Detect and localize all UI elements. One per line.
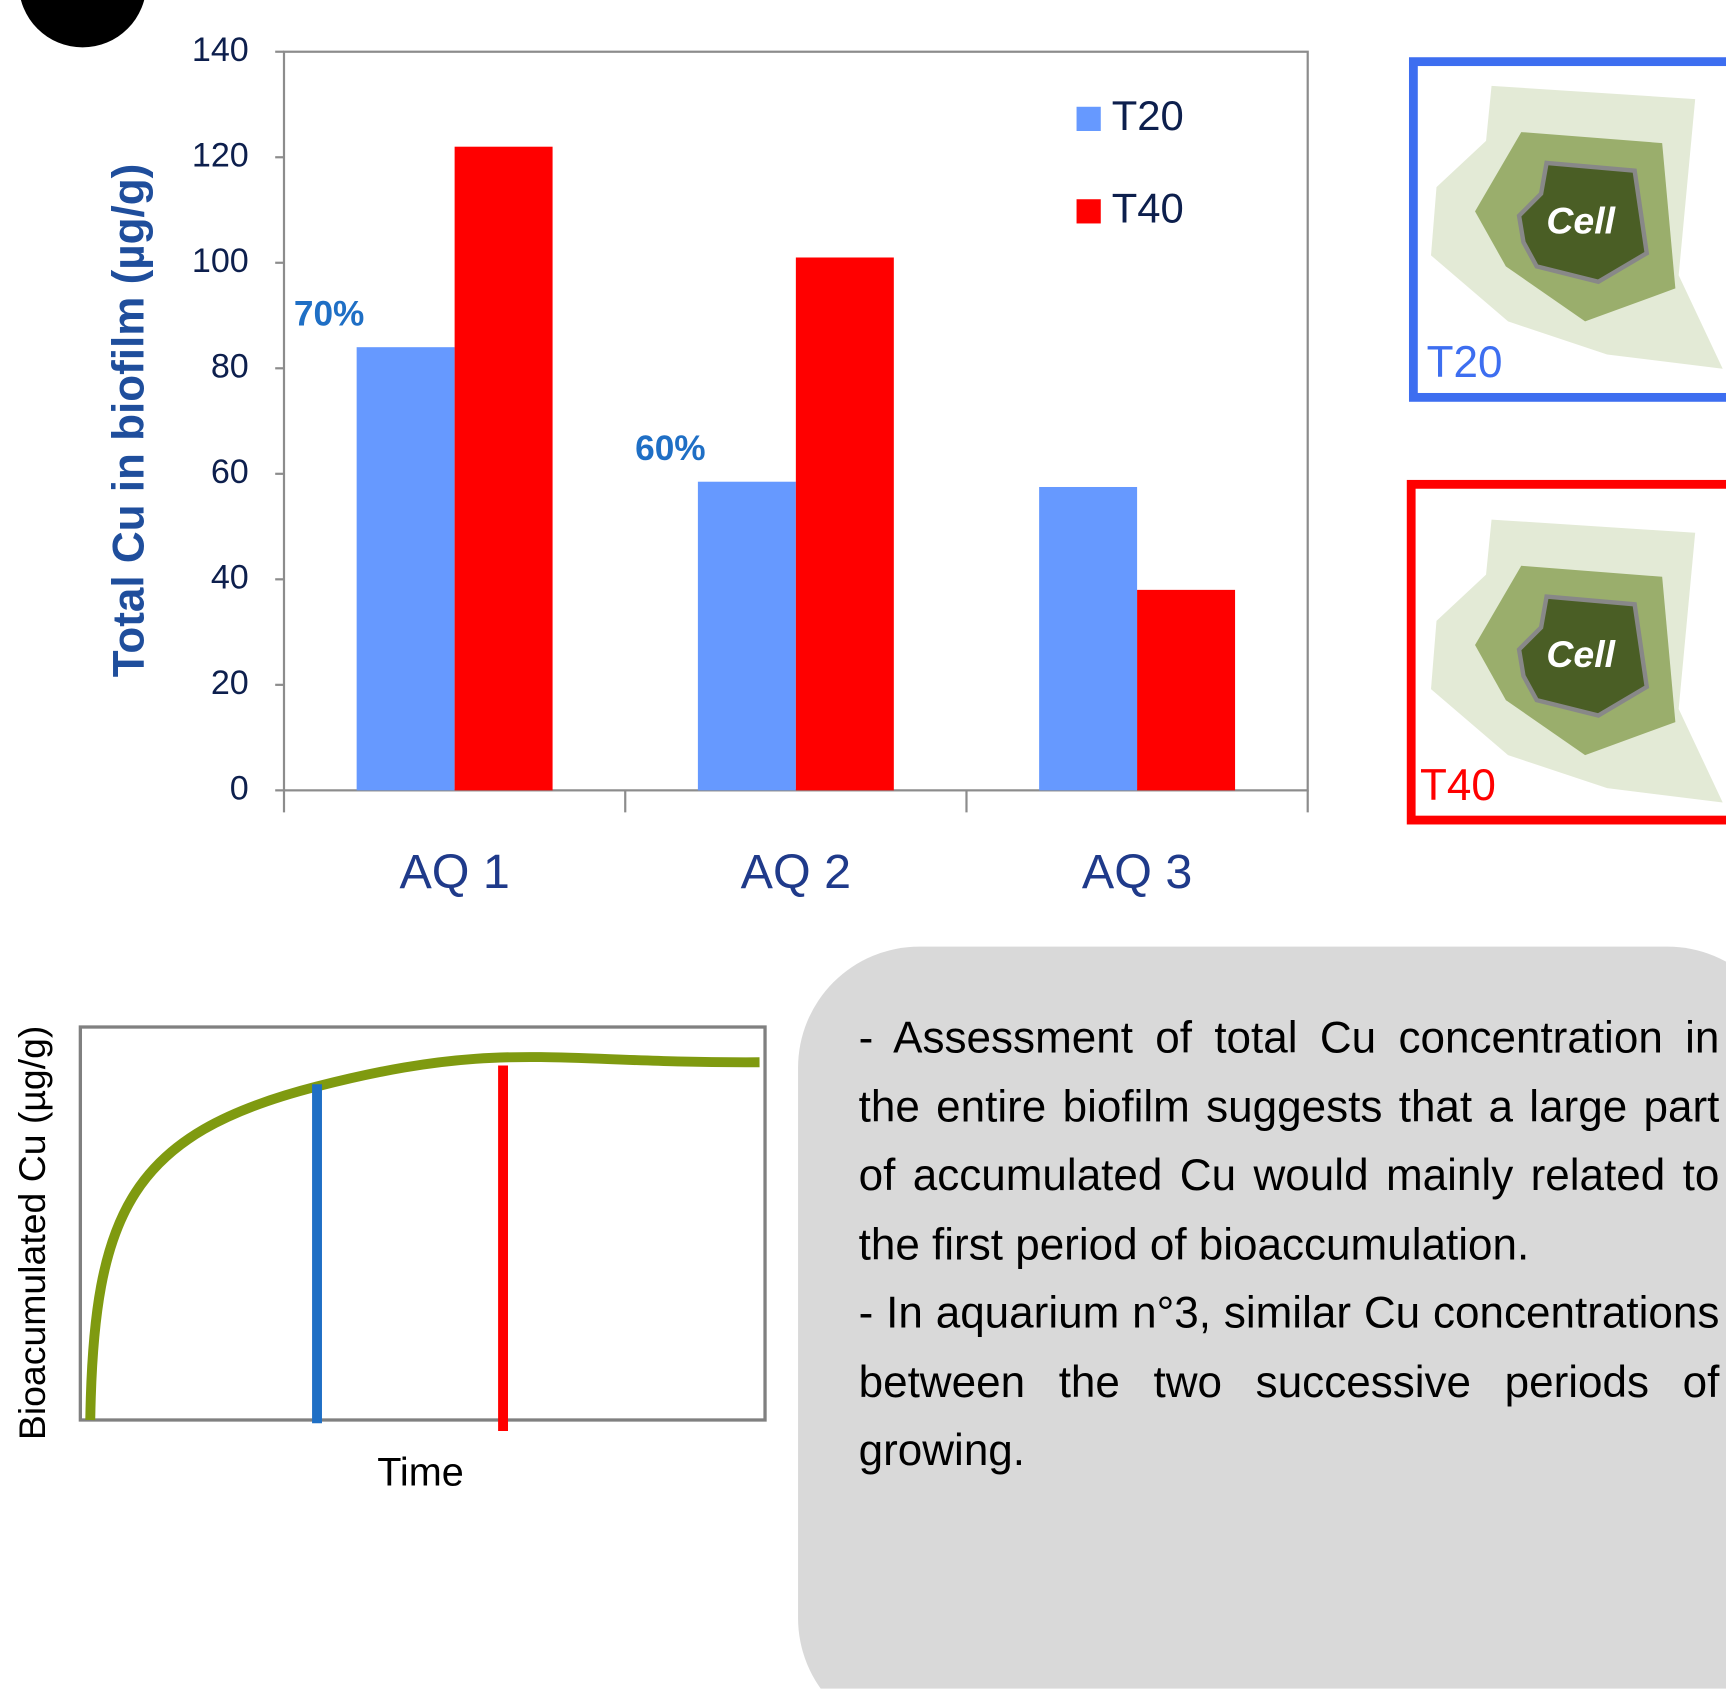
page: - Assessment of total Cu concentration i… xyxy=(0,0,1726,1689)
diagram-t20: Cell T20 xyxy=(1413,62,1726,398)
x-tick-label: AQ 3 xyxy=(1082,845,1192,899)
bar xyxy=(455,147,553,791)
y-axis-title: Total Cu in biofilm (µg/g) xyxy=(105,164,154,678)
chart: Cell T20 Cell T40 Time Bioacumulated Cu … xyxy=(0,0,1726,1689)
figure: - Assessment of total Cu concentration i… xyxy=(0,0,1726,1689)
panel-badge xyxy=(19,0,147,47)
legend-swatch xyxy=(1077,107,1101,131)
y-tick-label: 40 xyxy=(211,558,249,596)
legend-swatch xyxy=(1077,199,1101,223)
legend-label: T20 xyxy=(1112,92,1184,139)
y-tick-label: 80 xyxy=(211,347,249,385)
legend-label: T40 xyxy=(1112,184,1184,231)
x-tick-label: AQ 2 xyxy=(741,845,851,899)
bar xyxy=(1137,590,1235,790)
bar xyxy=(698,482,796,791)
cell-label: Cell xyxy=(1546,199,1616,241)
annotation: 70% xyxy=(294,295,365,334)
y-tick-label: 100 xyxy=(192,242,249,280)
diagram-label: T40 xyxy=(1420,761,1496,810)
schematic-frame xyxy=(80,1027,765,1420)
uptake-curve xyxy=(90,1057,759,1420)
x-tick-label: AQ 1 xyxy=(399,845,509,899)
annotation: 60% xyxy=(635,429,706,468)
bar xyxy=(1039,487,1137,790)
y-tick-label: 140 xyxy=(192,31,249,69)
y-tick-label: 120 xyxy=(192,136,249,174)
bar xyxy=(796,257,894,790)
diagram-label: T20 xyxy=(1427,338,1503,387)
diagram-t40: Cell T40 xyxy=(1411,484,1726,820)
cell-label: Cell xyxy=(1546,633,1616,675)
schematic: Time Bioacumulated Cu (µg/g) xyxy=(11,1026,765,1495)
y-tick-label: 0 xyxy=(230,769,249,807)
bar xyxy=(357,347,455,790)
y-tick-label: 20 xyxy=(211,664,249,702)
x-axis-label: Time xyxy=(377,1451,464,1495)
y-axis-label: Bioacumulated Cu (µg/g) xyxy=(11,1026,53,1441)
y-tick-label: 60 xyxy=(211,453,249,491)
